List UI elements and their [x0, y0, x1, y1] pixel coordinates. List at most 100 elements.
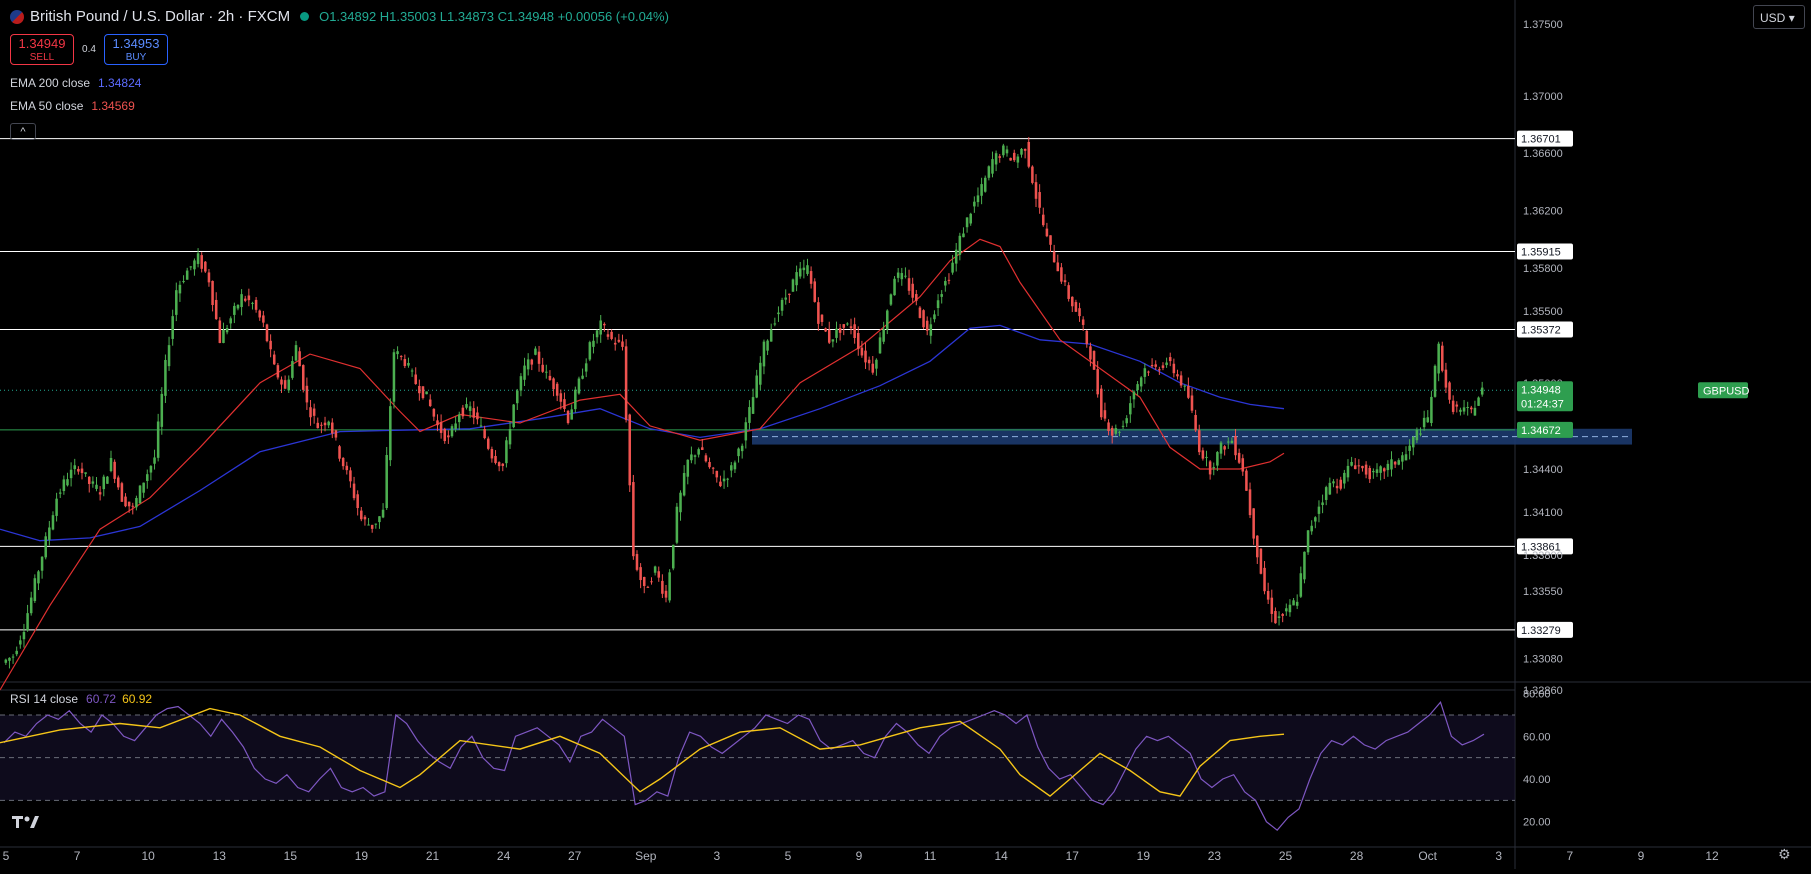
candle-body[interactable]	[759, 362, 762, 385]
candle-body[interactable]	[748, 407, 751, 423]
candle-body[interactable]	[468, 406, 472, 411]
candle-body[interactable]	[664, 590, 668, 598]
candle-body[interactable]	[846, 323, 849, 325]
candle-body[interactable]	[1364, 464, 1368, 475]
candle-body[interactable]	[1078, 308, 1081, 317]
candle-body[interactable]	[407, 362, 410, 366]
candle-body[interactable]	[1256, 535, 1259, 558]
candle-body[interactable]	[512, 404, 515, 428]
candle-body[interactable]	[240, 294, 243, 308]
candle-body[interactable]	[349, 470, 352, 482]
candle-body[interactable]	[1357, 465, 1361, 467]
candle-body[interactable]	[73, 465, 77, 470]
candle-body[interactable]	[262, 315, 265, 323]
candle-body[interactable]	[149, 466, 153, 473]
candle-body[interactable]	[414, 374, 417, 385]
candle-body[interactable]	[958, 235, 962, 255]
candle-body[interactable]	[1303, 551, 1306, 580]
candle-body[interactable]	[327, 421, 330, 426]
candle-body[interactable]	[1382, 468, 1386, 472]
candle-body[interactable]	[835, 328, 838, 338]
candle-body[interactable]	[1226, 441, 1230, 443]
candle-body[interactable]	[425, 391, 428, 395]
candle-body[interactable]	[251, 302, 254, 304]
candle-body[interactable]	[1187, 386, 1190, 398]
candle-body[interactable]	[33, 578, 37, 601]
candle-body[interactable]	[1052, 251, 1056, 263]
candle-body[interactable]	[860, 347, 864, 356]
settings-gear-icon[interactable]: ⚙	[1778, 846, 1791, 862]
candle-body[interactable]	[1154, 364, 1157, 367]
candle-body[interactable]	[1437, 343, 1440, 374]
candle-body[interactable]	[653, 566, 657, 573]
candle-body[interactable]	[944, 281, 947, 286]
candle-body[interactable]	[102, 476, 106, 490]
candle-body[interactable]	[936, 300, 940, 309]
candle-body[interactable]	[632, 482, 635, 557]
candle-body[interactable]	[1190, 395, 1194, 411]
candle-body[interactable]	[381, 509, 385, 518]
candle-body[interactable]	[378, 516, 381, 523]
candle-body[interactable]	[1071, 296, 1074, 307]
candle-body[interactable]	[621, 341, 624, 347]
candle-body[interactable]	[780, 299, 784, 311]
candle-body[interactable]	[516, 390, 519, 404]
candle-body[interactable]	[84, 472, 87, 474]
candle-body[interactable]	[907, 278, 911, 291]
candle-body[interactable]	[719, 481, 722, 487]
candle-body[interactable]	[1353, 465, 1357, 470]
candle-body[interactable]	[1281, 614, 1284, 616]
candle-body[interactable]	[1168, 357, 1172, 362]
candle-body[interactable]	[298, 351, 301, 367]
candle-body[interactable]	[519, 376, 523, 391]
candle-body[interactable]	[1179, 375, 1183, 386]
rsi-ma-line[interactable]	[0, 707, 1285, 797]
candle-body[interactable]	[312, 408, 316, 416]
candle-body[interactable]	[62, 479, 66, 492]
candle-body[interactable]	[679, 492, 682, 513]
candle-body[interactable]	[51, 515, 55, 530]
candle-body[interactable]	[338, 446, 341, 459]
candle-body[interactable]	[1023, 148, 1027, 151]
candle-body[interactable]	[1306, 530, 1310, 553]
candle-body[interactable]	[1002, 145, 1005, 156]
candle-body[interactable]	[505, 440, 508, 464]
candle-body[interactable]	[973, 201, 976, 207]
candle-body[interactable]	[164, 359, 167, 396]
candle-body[interactable]	[193, 260, 196, 270]
candle-body[interactable]	[490, 449, 494, 459]
candle-body[interactable]	[773, 323, 777, 325]
candle-body[interactable]	[534, 348, 537, 355]
candle-body[interactable]	[418, 385, 421, 394]
candle-body[interactable]	[893, 278, 896, 296]
candle-body[interactable]	[548, 375, 552, 381]
candle-body[interactable]	[740, 445, 744, 452]
candle-body[interactable]	[1248, 489, 1252, 516]
candle-body[interactable]	[360, 510, 363, 520]
candle-body[interactable]	[428, 399, 432, 407]
candle-body[interactable]	[867, 359, 871, 364]
candle-body[interactable]	[1089, 346, 1092, 360]
symbol-title[interactable]: British Pound / U.S. Dollar · 2h · FXCM	[30, 8, 291, 25]
candle-body[interactable]	[461, 407, 465, 417]
candle-body[interactable]	[998, 156, 1002, 158]
candle-body[interactable]	[309, 407, 312, 418]
candle-body[interactable]	[1118, 431, 1121, 433]
candle-body[interactable]	[1212, 467, 1216, 469]
candle-body[interactable]	[1230, 440, 1234, 444]
candle-body[interactable]	[294, 345, 298, 361]
candle-body[interactable]	[566, 410, 570, 424]
candle-body[interactable]	[969, 213, 972, 224]
candle-body[interactable]	[1480, 387, 1484, 395]
candle-body[interactable]	[58, 492, 62, 494]
candle-body[interactable]	[486, 438, 490, 449]
candle-body[interactable]	[1009, 157, 1012, 161]
candle-body[interactable]	[878, 337, 882, 354]
candle-body[interactable]	[584, 363, 588, 372]
candle-body[interactable]	[697, 449, 700, 455]
candle-body[interactable]	[1361, 465, 1364, 469]
candle-body[interactable]	[11, 656, 15, 658]
candle-body[interactable]	[272, 354, 276, 365]
candle-body[interactable]	[1266, 591, 1270, 600]
candle-body[interactable]	[1107, 422, 1110, 431]
